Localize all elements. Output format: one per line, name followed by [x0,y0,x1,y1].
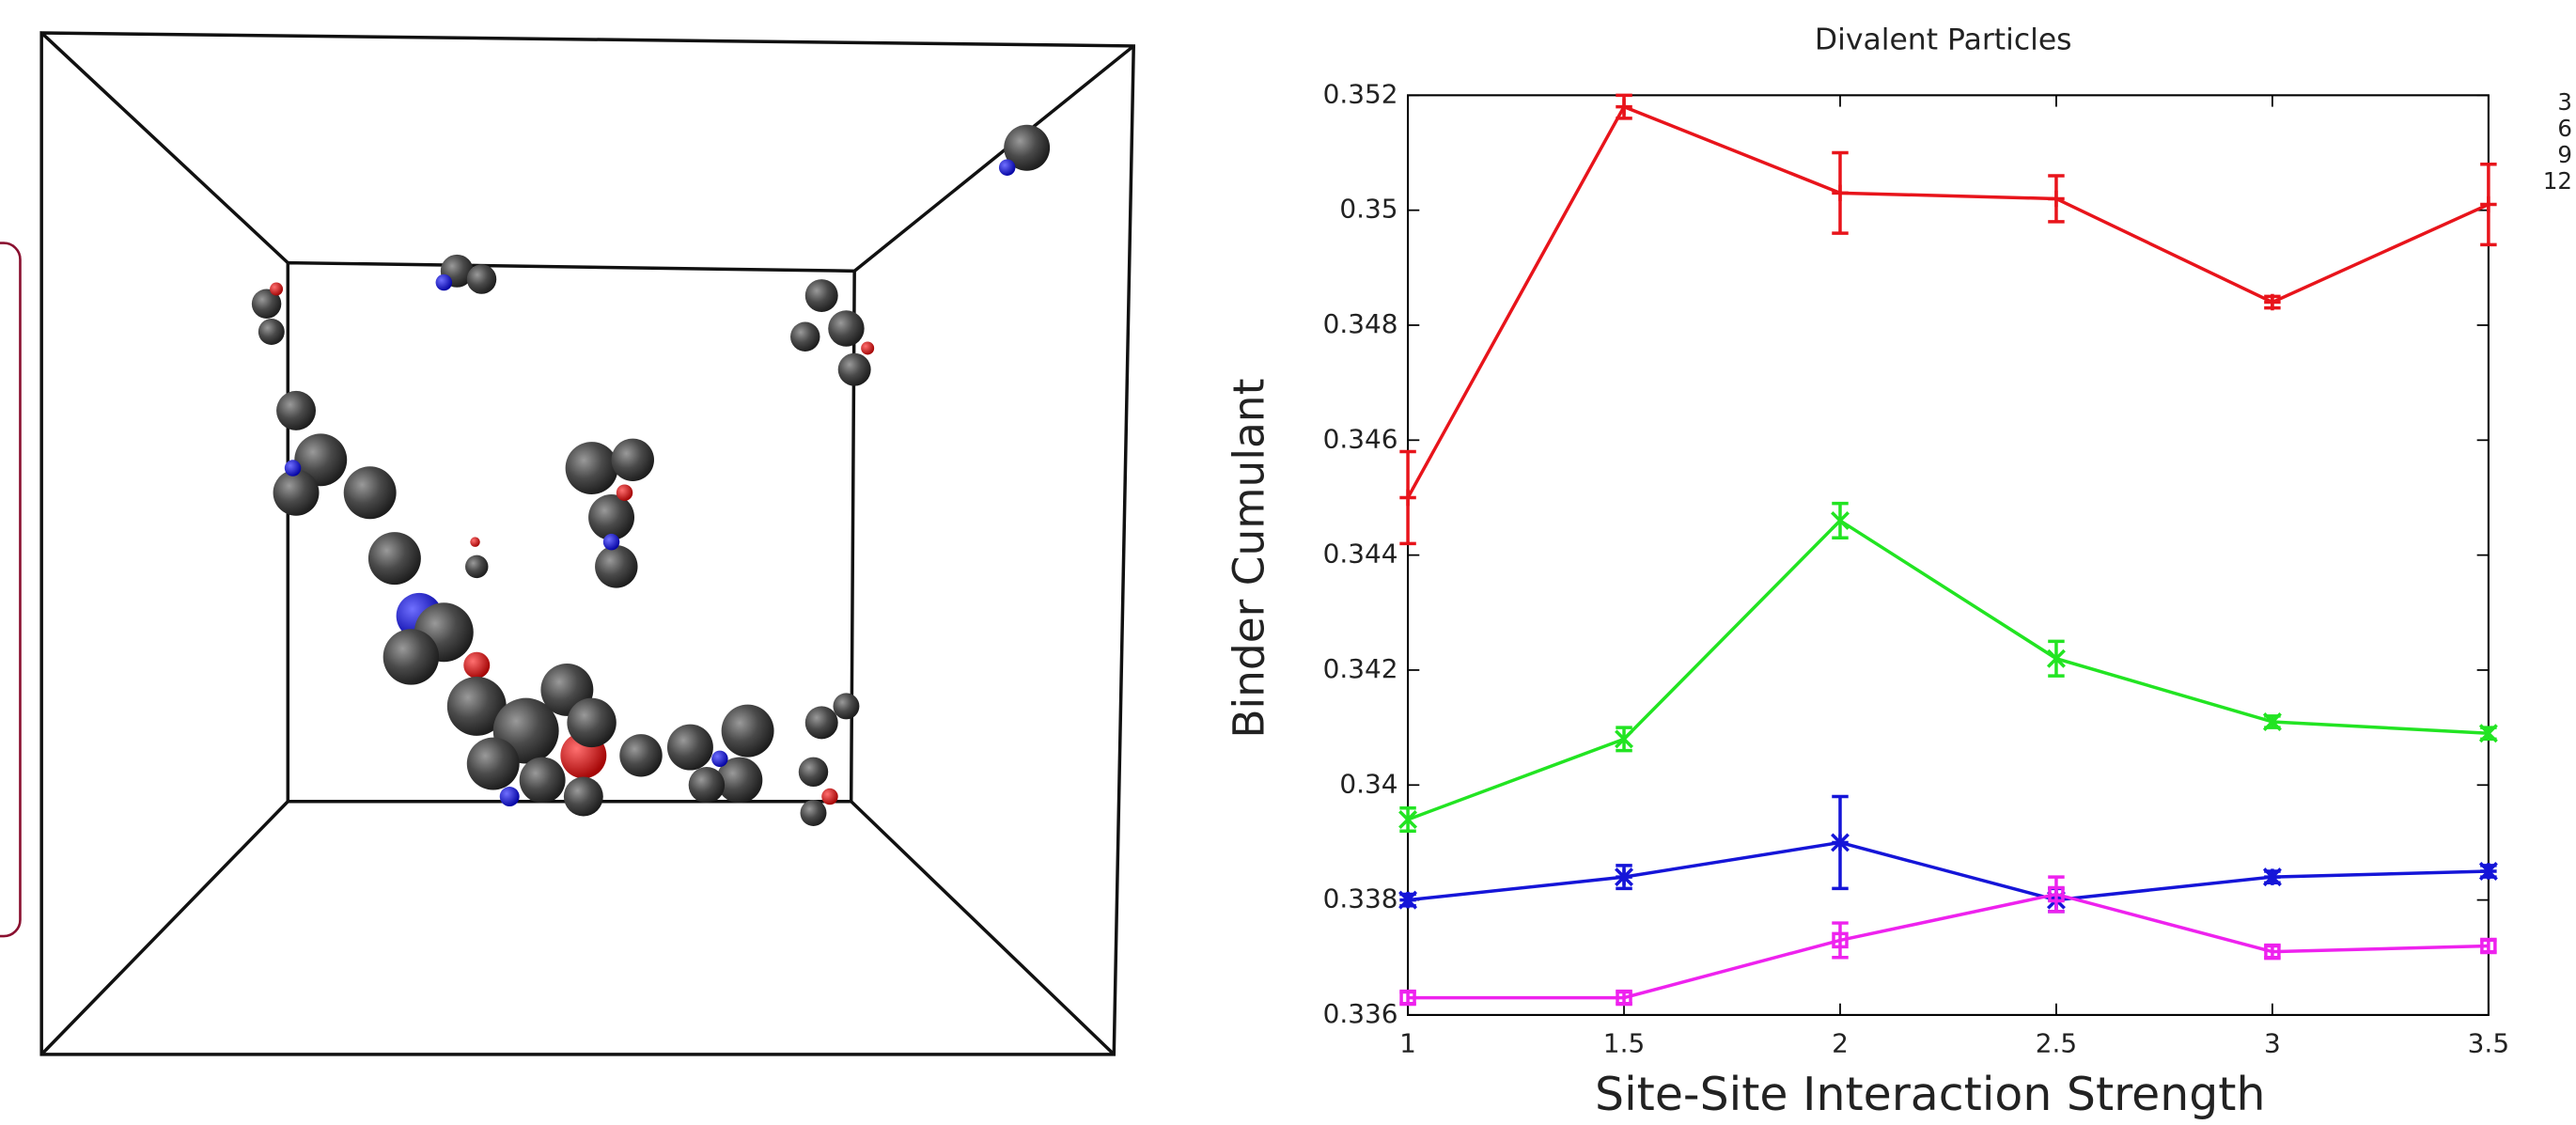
y-tick-label: 0.346 [1323,423,1398,454]
series-line [1408,894,2489,997]
series-line [1408,521,2489,820]
marker [1832,835,1848,851]
marker [1616,99,1631,115]
legend-label: 3 [2557,88,2572,116]
y-tick-label: 0.348 [1323,308,1398,339]
x-tick-label: 2 [1832,1027,1849,1058]
marker [1832,185,1848,201]
marker [2264,868,2280,884]
marker [1399,490,1415,506]
y-tick-label: 0.34 [1339,768,1397,799]
marker [1399,892,1415,908]
y-tick-label: 0.336 [1323,998,1398,1029]
page: {"chart_data": {"type": "line", "title":… [0,0,2576,1125]
particles [252,125,1050,826]
screenshot: Divalent Particles Site-Site Interaction… [0,0,2576,1125]
y-tick-label: 0.342 [1323,653,1398,684]
chart-title: Divalent Particles [1815,23,2072,57]
plot: 0.336 0.338 0.34 0.342 0.344 0.346 0.348 0.35 0.… [1323,78,2572,1058]
x-tick-label: 3 [2264,1027,2281,1058]
x-axis-label: Site-Site Interaction Strength [1595,1068,2265,1121]
side-panel [0,243,20,936]
x-tick-label: 1 [1399,1027,1416,1058]
marker [2480,863,2496,879]
series-line [1408,842,2489,899]
legend-label: 9 [2557,141,2572,168]
legend-label: 12 [2543,167,2572,195]
y-tick-label: 0.35 [1339,194,1397,225]
simulation-box [41,33,1133,1055]
x-tick-label: 1.5 [1603,1027,1645,1058]
legend-label: 6 [2557,115,2572,142]
y-axis-label: Binder Cumulant [1225,379,1274,739]
y-tick-label: 0.352 [1323,78,1398,109]
series-line [1408,107,2489,498]
x-tick-label: 2.5 [2036,1027,2077,1058]
marker [2048,191,2064,207]
marker [1616,868,1631,884]
y-tick-label: 0.338 [1323,883,1398,914]
x-tick-label: 3.5 [2468,1027,2509,1058]
y-tick-label: 0.344 [1323,539,1398,570]
